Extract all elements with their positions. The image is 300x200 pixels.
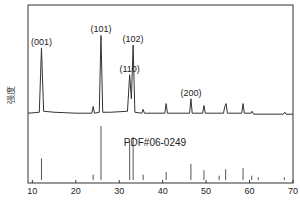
x-tick <box>293 180 294 183</box>
y-axis-label: 强度 <box>6 86 16 104</box>
chart: (001) (101) (110) (102) (200) 强度 PDF#06-0249 10… <box>0 0 300 200</box>
series-1 <box>41 126 285 180</box>
reference-stick <box>41 158 42 180</box>
x-tick <box>206 180 207 183</box>
x-tick <box>32 180 33 183</box>
x-tick <box>249 180 250 183</box>
reference-stick <box>100 126 101 180</box>
reference-label: PDF#06-0249 <box>124 137 187 148</box>
x-tick-label: 70 <box>288 186 298 196</box>
peak-label: (101) <box>90 24 111 34</box>
reference-stick <box>225 169 226 180</box>
x-tick-label: 30 <box>114 186 124 196</box>
x-tick <box>162 180 163 183</box>
reference-stick <box>93 175 94 180</box>
x-tick-label: 60 <box>245 186 255 196</box>
peak-label: (110) <box>119 64 139 74</box>
frame <box>28 5 293 183</box>
peak-label: (102) <box>123 34 144 44</box>
peak-label: (200) <box>180 88 201 98</box>
x-tick-label: 50 <box>201 186 211 196</box>
x-tick-label: 20 <box>71 186 81 196</box>
reference-stick <box>258 177 259 180</box>
reference-stick <box>284 177 285 180</box>
peak-label: (001) <box>31 37 52 47</box>
reference-stick <box>219 176 220 180</box>
reference-stick <box>166 172 167 180</box>
reference-stick <box>143 175 144 180</box>
x-tick-label: 10 <box>27 186 37 196</box>
reference-stick <box>190 164 191 180</box>
x-tick <box>119 180 120 183</box>
series-0 <box>28 35 293 114</box>
reference-stick <box>203 170 204 180</box>
pattern-line <box>28 35 293 114</box>
reference-stick <box>251 176 252 180</box>
x-tick <box>75 180 76 183</box>
reference-stick <box>243 168 244 180</box>
x-tick-label: 40 <box>158 186 168 196</box>
